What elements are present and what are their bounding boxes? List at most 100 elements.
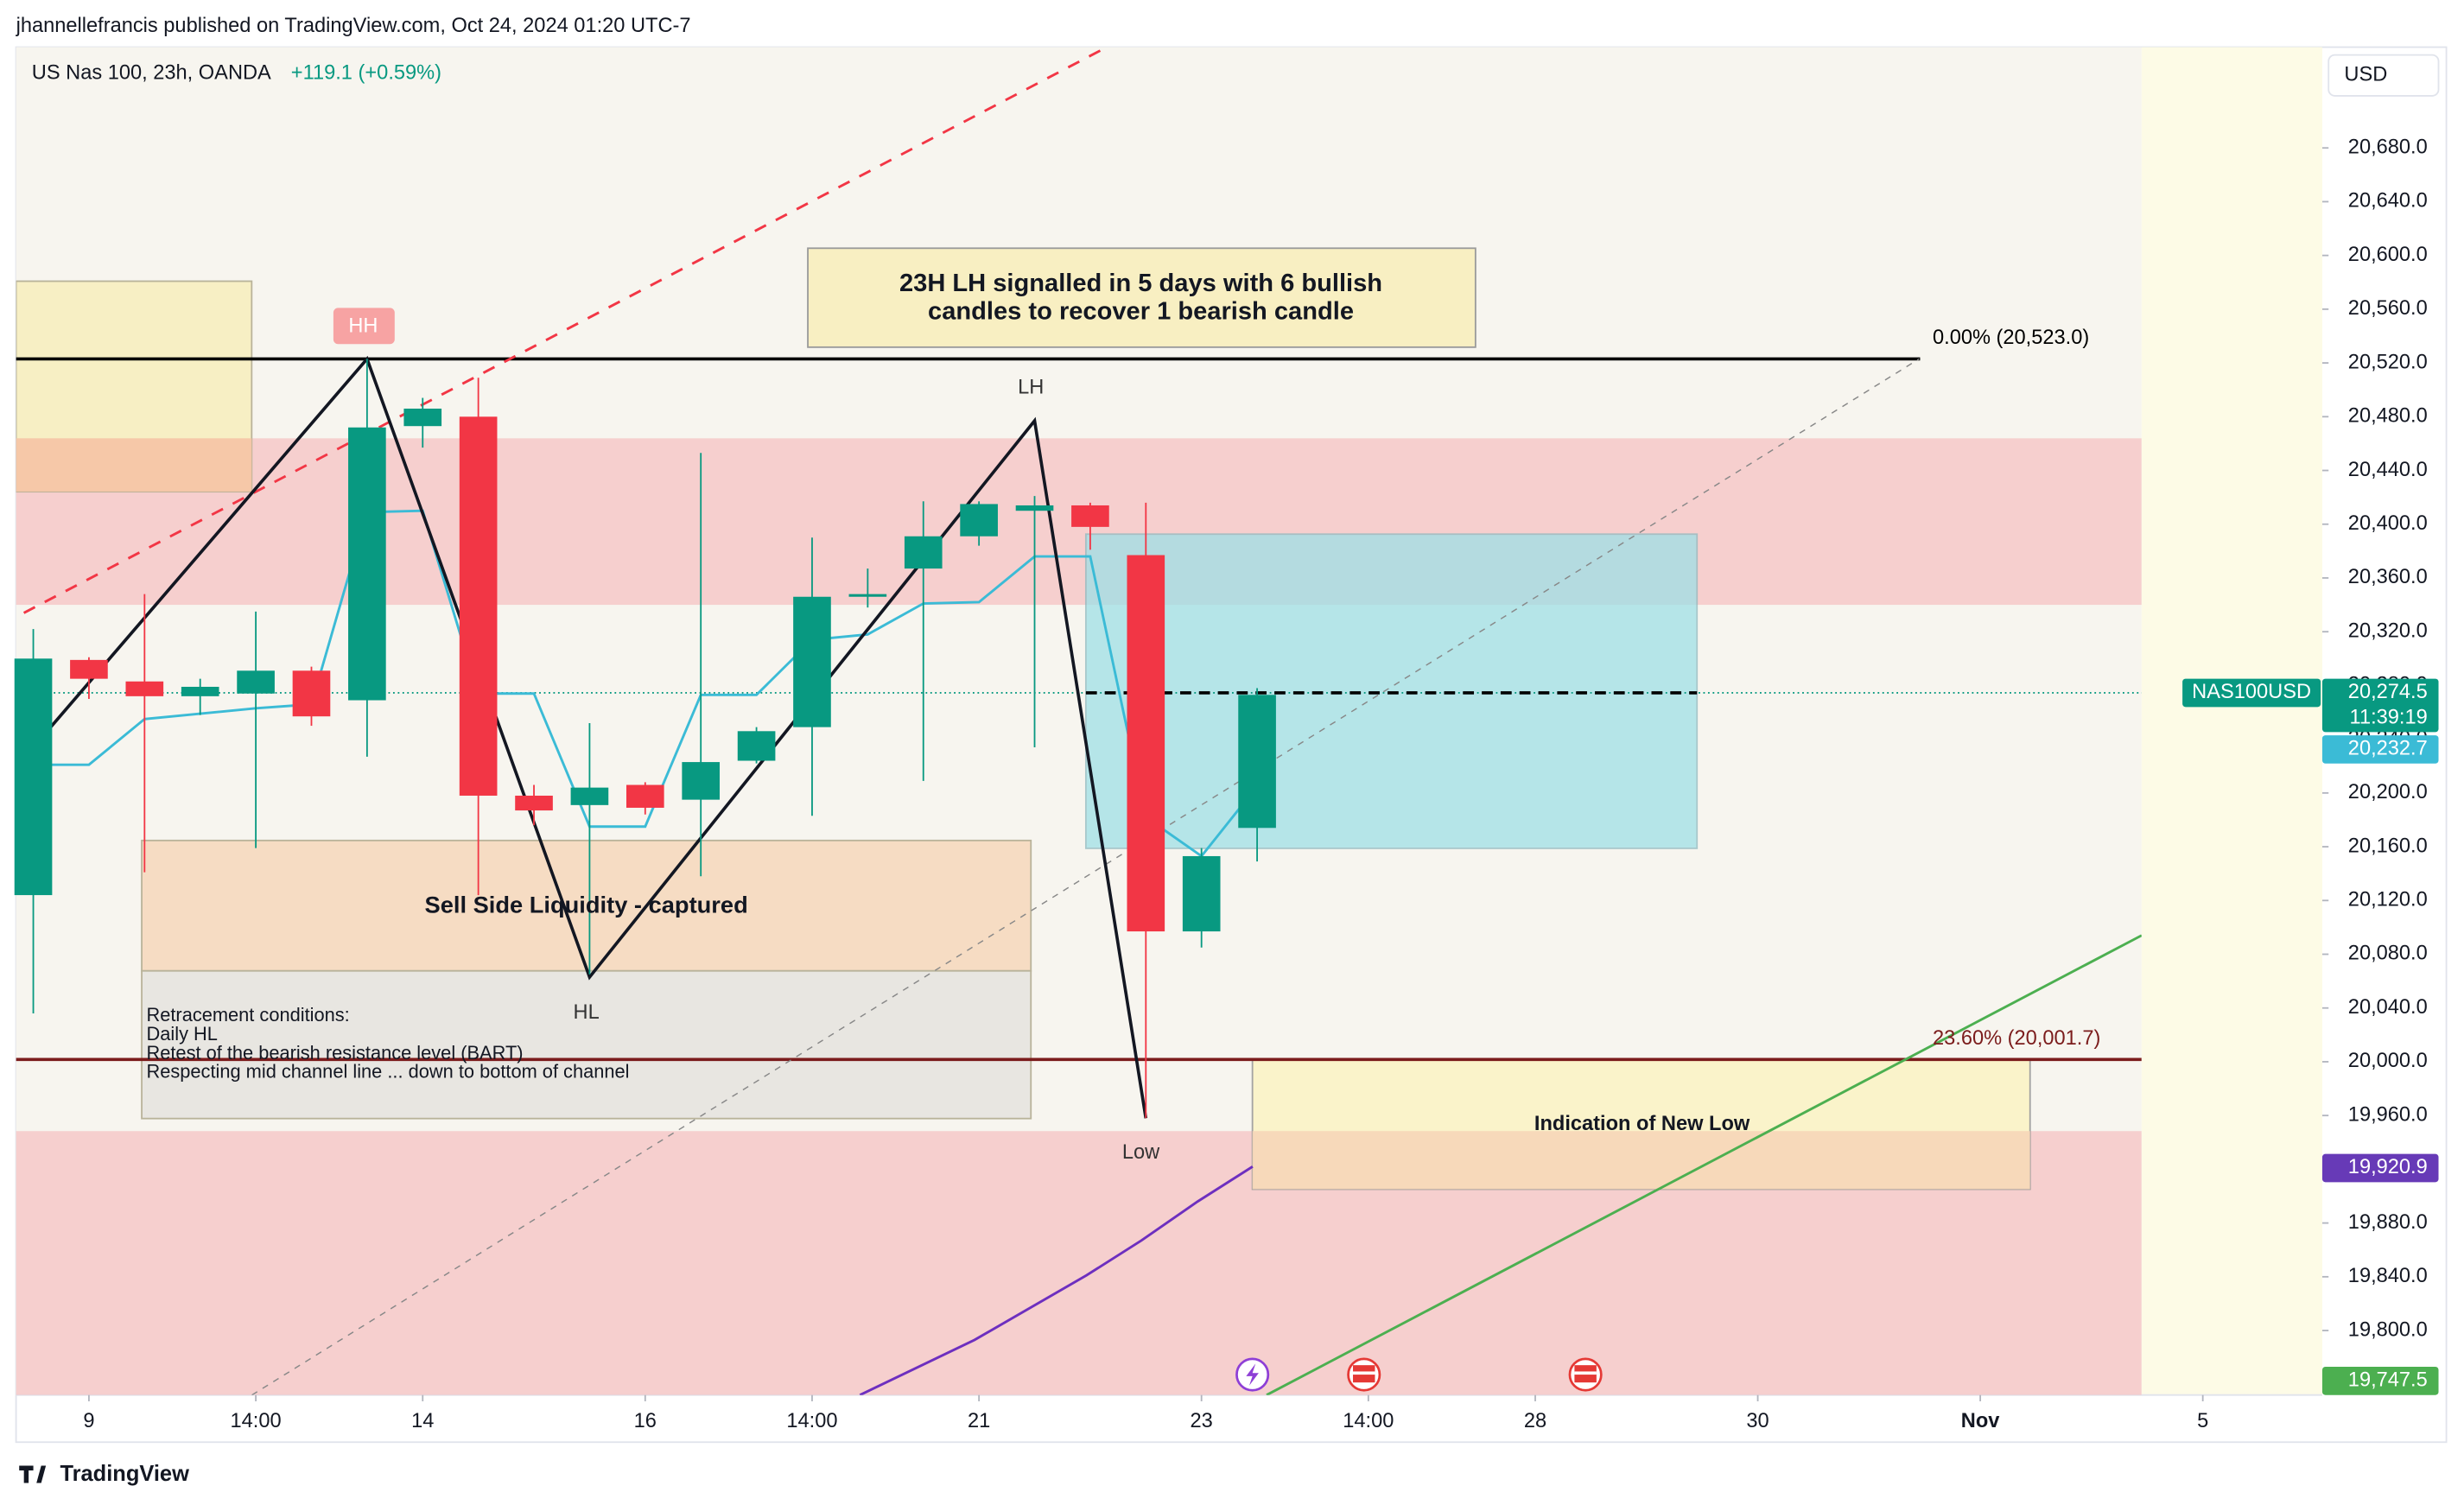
- candle-body: [1127, 555, 1165, 932]
- y-tick-label: 20,080.0: [2348, 943, 2428, 965]
- y-tick-label: 19,840.0: [2348, 1265, 2428, 1287]
- session-highlight: [2141, 47, 2322, 1395]
- line-series: [251, 358, 1920, 1395]
- zone-label: Indication of New Low: [1534, 1113, 1750, 1135]
- candle-body: [348, 427, 386, 701]
- note-box: [807, 247, 1476, 348]
- symbol-legend: US Nas 100, 23h, OANDA: [32, 62, 271, 85]
- candle-body: [848, 594, 887, 597]
- lightning-glyph: [1246, 1363, 1259, 1386]
- condition-line: Retracement conditions:: [147, 1004, 350, 1026]
- hh-badge: [333, 308, 395, 345]
- publisher-header: jhannellefrancis published on TradingVie…: [16, 15, 691, 37]
- y-tick-label: 20,200.0: [2348, 781, 2428, 803]
- symbol-tag-label: NAS100USD: [2192, 681, 2311, 703]
- candle-body: [1238, 695, 1276, 829]
- y-tick-label: 20,320.0: [2348, 619, 2428, 642]
- price-tag: [2321, 1366, 2439, 1395]
- pivot-label: HH: [348, 314, 378, 337]
- lines-layer: [16, 47, 2142, 1395]
- candles-layer: [14, 359, 1276, 1119]
- x-tick-label: 30: [1746, 1410, 1769, 1432]
- condition-line: Daily HL: [147, 1023, 218, 1045]
- candle-body: [237, 670, 275, 694]
- last-price-label: 20,274.5: [2348, 681, 2428, 703]
- price-change: +119.1 (+0.59%): [291, 62, 441, 85]
- symbol-tag: [2182, 678, 2321, 708]
- y-tick-label: 20,400.0: [2348, 512, 2428, 535]
- line-series: [22, 47, 1108, 614]
- candle-body: [403, 408, 442, 427]
- fib-label: 23.60% (20,001.7): [1933, 1027, 2100, 1050]
- line-series: [1266, 934, 2142, 1395]
- price-tag-label: 20,232.7: [2348, 738, 2428, 760]
- countdown-label: 11:39:19: [2350, 706, 2428, 728]
- x-tick-label: Nov: [1961, 1410, 2000, 1432]
- y-tick-label: 19,800.0: [2348, 1318, 2428, 1341]
- fib-label: 0.00% (20,523.0): [1933, 327, 2089, 349]
- y-tick-label: 20,680.0: [2348, 136, 2428, 158]
- y-tick-label: 20,440.0: [2348, 459, 2428, 481]
- price-tag: [2321, 1153, 2439, 1183]
- last-price-tag: [2321, 678, 2439, 733]
- x-tick-label: 21: [968, 1410, 990, 1432]
- candle-body: [125, 681, 164, 696]
- zones: [16, 280, 2142, 1395]
- x-tick-label: 14:00: [1343, 1410, 1394, 1432]
- y-tick-label: 19,880.0: [2348, 1211, 2428, 1234]
- y-tick-label: 20,000.0: [2348, 1050, 2428, 1072]
- currency-button[interactable]: [2327, 54, 2440, 97]
- candle-body: [1182, 855, 1221, 932]
- candle-body: [682, 762, 721, 800]
- left-overlap: [16, 438, 252, 492]
- line-series: [46, 355, 1148, 1119]
- price-tag: [2321, 735, 2439, 764]
- y-tick-label: 19,960.0: [2348, 1103, 2428, 1126]
- x-tick-label: 16: [634, 1410, 657, 1432]
- note-line: candles to recover 1 bearish candle: [928, 298, 1354, 326]
- condition-line: Retest of the bearish resistance level (…: [147, 1042, 524, 1064]
- price-tag-label: 19,747.5: [2348, 1369, 2428, 1392]
- pivot-label: Low: [1122, 1141, 1160, 1164]
- footer-brand: TradingView: [60, 1462, 189, 1486]
- conditions-box: [141, 969, 1032, 1120]
- flag-stripe: [1574, 1371, 1597, 1375]
- candle-body: [292, 670, 331, 717]
- x-tick-label: 14:00: [231, 1410, 282, 1432]
- condition-line: Respecting mid channel line ... down to …: [147, 1061, 630, 1083]
- candle-body: [1071, 505, 1109, 527]
- tv-logo: [19, 1465, 47, 1483]
- y-tick-label: 20,040.0: [2348, 996, 2428, 1019]
- line-series: [16, 509, 1259, 858]
- candle-body: [459, 416, 498, 796]
- pivot-label: HL: [574, 1001, 600, 1024]
- y-tick-label: 20,120.0: [2348, 889, 2428, 911]
- y-tick-label: 20,600.0: [2348, 244, 2428, 266]
- candle-body: [626, 784, 664, 808]
- price-tag-label: 19,920.9: [2348, 1156, 2428, 1178]
- zone-label: Sell Side Liquidity - captured: [425, 891, 748, 918]
- candle-body: [14, 658, 53, 896]
- target-box: [1084, 533, 1699, 849]
- y-tick-label: 20,360.0: [2348, 566, 2428, 588]
- y-tick-label: 20,640.0: [2348, 190, 2428, 213]
- new-low-overlap: [1252, 1131, 2030, 1190]
- y-tick-label: 20,160.0: [2348, 835, 2428, 857]
- candle-body: [793, 596, 831, 727]
- sell-side-liquidity-box: [141, 839, 1032, 972]
- x-tick-label: 14: [411, 1410, 434, 1432]
- flag-stripe: [1353, 1371, 1375, 1375]
- candle-body: [181, 686, 219, 696]
- candle-body: [1015, 505, 1054, 511]
- x-tick-label: 28: [1524, 1410, 1546, 1432]
- currency-label[interactable]: USD: [2344, 64, 2387, 86]
- pivot-label: LH: [1018, 376, 1044, 398]
- y-tick-label: 20,520.0: [2348, 351, 2428, 373]
- line-series: [859, 1165, 1254, 1395]
- x-tick-label: 9: [83, 1410, 94, 1432]
- candle-body: [515, 795, 553, 811]
- x-tick-label: 23: [1191, 1410, 1213, 1432]
- candle-body: [70, 659, 108, 679]
